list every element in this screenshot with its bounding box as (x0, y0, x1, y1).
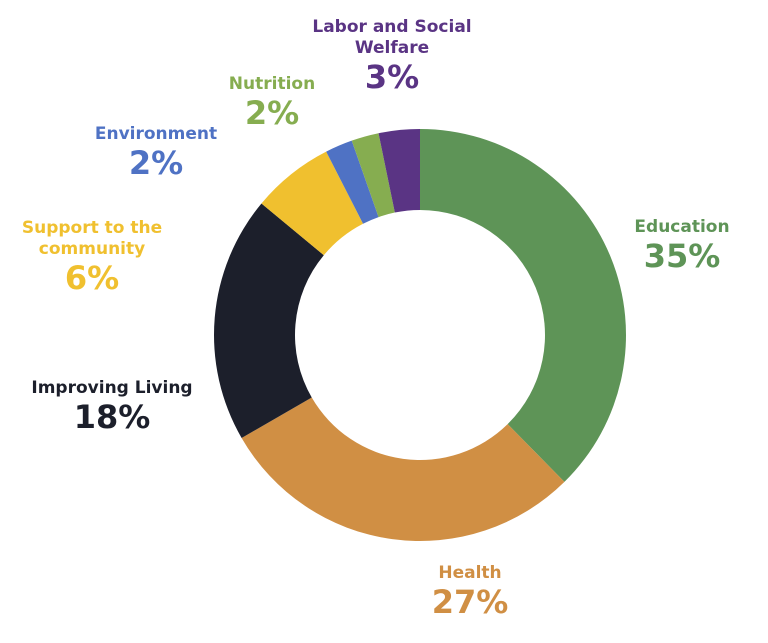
donut-segment (351, 133, 395, 218)
value-label: 2% (244, 94, 300, 132)
category-label: Improving Living (31, 378, 193, 398)
value-label: 27% (431, 583, 509, 621)
category-label: Health (438, 563, 502, 583)
category-label: Support to the community (21, 218, 163, 259)
segment-label: Health 27% (400, 563, 540, 620)
segment-label: Education 35% (612, 217, 752, 274)
donut-segment (214, 203, 324, 438)
category-label: Nutrition (228, 74, 316, 94)
donut-segment (326, 140, 379, 224)
segment-label: Nutrition 2% (202, 74, 342, 131)
donut-segment (261, 151, 364, 256)
value-label: 35% (643, 237, 721, 275)
category-label: Environment (94, 124, 218, 144)
segment-label: Improving Living 18% (12, 378, 212, 435)
segment-label: Labor and Social Welfare 3% (302, 17, 482, 95)
value-label: 18% (73, 398, 151, 436)
donut-segment (378, 129, 420, 213)
category-label: Labor and Social Welfare (312, 17, 472, 58)
segment-label: Environment 2% (76, 124, 236, 181)
donut-segment (420, 129, 626, 482)
value-label: 6% (64, 259, 120, 297)
segment-label: Support to the community 6% (7, 218, 177, 296)
donut-segment (241, 397, 565, 541)
value-label: 2% (128, 144, 184, 182)
category-label: Education (634, 217, 730, 237)
value-label: 3% (364, 58, 420, 96)
